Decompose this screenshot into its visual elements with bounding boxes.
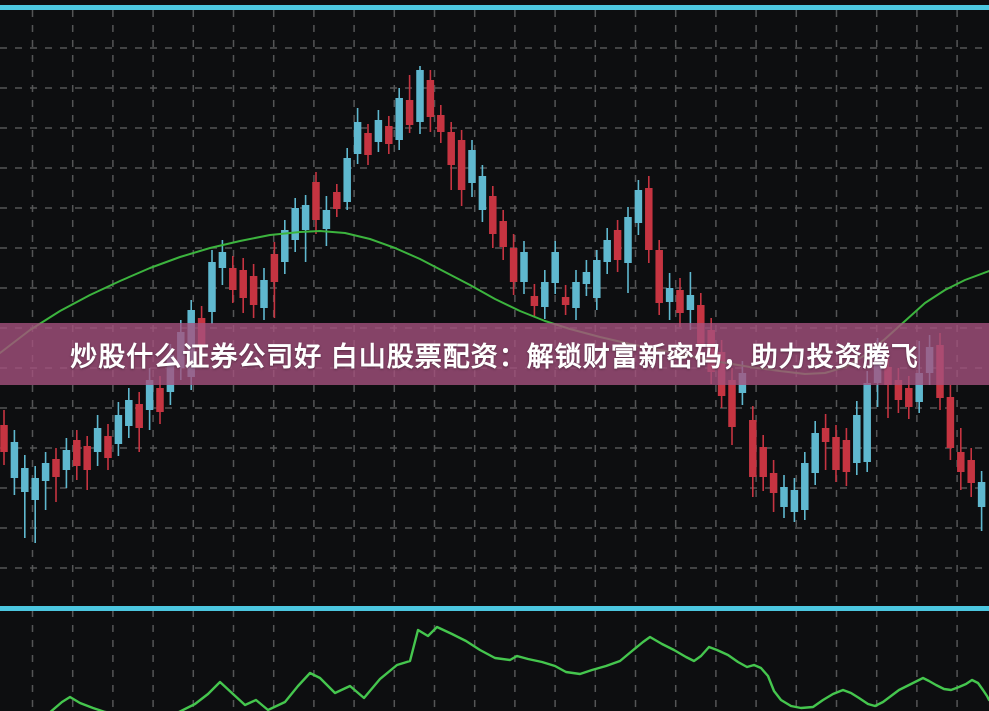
candle (333, 192, 341, 209)
indicator-line (49, 625, 989, 711)
headline-text: 炒股什么证券公司好 白山股票配资：解锁财富新密码，助力投资腾飞 (70, 341, 919, 372)
candle (634, 190, 643, 223)
candle (457, 140, 466, 190)
candle (229, 268, 237, 290)
candle (728, 380, 736, 427)
candle (645, 188, 653, 250)
candle (416, 70, 424, 122)
candle (260, 280, 268, 308)
candle (520, 252, 528, 282)
candle (894, 380, 903, 400)
candle (21, 468, 29, 492)
candle (977, 482, 986, 507)
candle (686, 295, 695, 310)
candle (613, 230, 622, 260)
candle (291, 208, 299, 240)
candle (312, 182, 320, 220)
candle (489, 196, 497, 234)
candle (509, 248, 518, 282)
candle (83, 446, 91, 470)
candle (405, 100, 414, 125)
candle (31, 478, 39, 500)
candle (780, 487, 788, 507)
candle (62, 450, 71, 470)
candle (853, 415, 861, 463)
candle (915, 373, 923, 402)
candle (749, 420, 757, 477)
candle (301, 205, 310, 230)
candle (374, 120, 383, 142)
candle (104, 436, 112, 458)
separator-lines (0, 5, 989, 611)
candle (603, 240, 611, 262)
candle (343, 158, 351, 202)
candle (73, 440, 81, 466)
candle (322, 210, 331, 229)
candle (676, 290, 684, 313)
candle (572, 282, 580, 308)
candle (395, 98, 403, 140)
candle (957, 452, 965, 472)
candle (239, 270, 247, 298)
candle (41, 463, 50, 481)
candle (551, 252, 559, 283)
candle (946, 397, 955, 448)
candle (249, 276, 258, 305)
candle (530, 296, 539, 306)
candle (759, 447, 767, 477)
candle (145, 380, 154, 410)
candle (353, 122, 362, 154)
candle (842, 440, 851, 472)
candle (811, 433, 819, 473)
candle (0, 425, 8, 452)
candle (582, 272, 591, 284)
candle (499, 221, 507, 247)
candle (218, 252, 227, 268)
candle (10, 442, 19, 478)
candle (270, 254, 279, 282)
candle (832, 437, 840, 470)
candle (665, 288, 674, 302)
candle (624, 217, 632, 263)
candle (93, 428, 102, 452)
candle (541, 282, 549, 307)
candle (52, 459, 60, 477)
candle (478, 176, 487, 210)
candle (468, 150, 476, 183)
candle (447, 132, 455, 165)
candle (437, 115, 445, 132)
candle (801, 463, 809, 510)
candle (125, 400, 133, 426)
candle (114, 415, 123, 444)
candle (655, 250, 663, 303)
candle (364, 133, 372, 155)
candle (208, 262, 216, 312)
candle (821, 428, 830, 442)
candle (561, 297, 570, 305)
candle (426, 80, 435, 117)
candle (769, 473, 778, 493)
candle (135, 404, 143, 428)
candle (790, 490, 799, 512)
candle (967, 460, 975, 483)
candle (593, 260, 601, 298)
candle (385, 126, 393, 144)
headline-banner: 炒股什么证券公司好 白山股票配资：解锁财富新密码，助力投资腾飞 (0, 323, 989, 385)
candle (281, 230, 289, 262)
candle (905, 388, 913, 407)
candle (156, 388, 164, 412)
candle (863, 383, 871, 462)
